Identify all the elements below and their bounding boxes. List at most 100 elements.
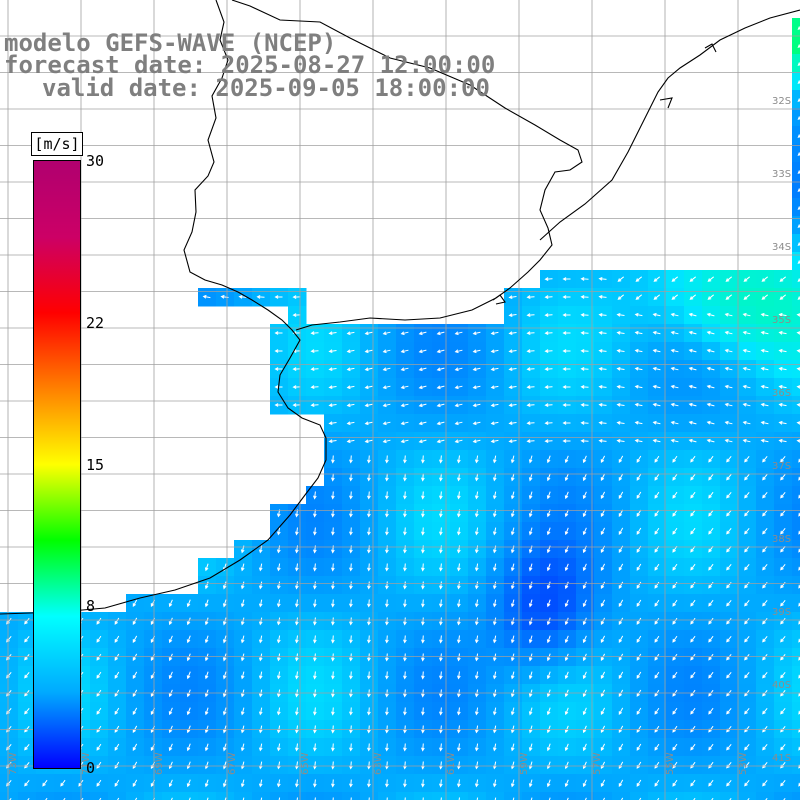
wind-arrow	[295, 761, 299, 770]
wind-arrow	[474, 599, 479, 608]
wind-arrow	[472, 349, 481, 354]
wind-arrow	[474, 563, 479, 572]
wind-arrow	[598, 313, 607, 317]
wind-arrow	[186, 671, 191, 680]
speed-cell	[324, 792, 343, 800]
wind-arrow	[617, 294, 625, 300]
wind-arrow	[564, 653, 569, 662]
speed-cell	[594, 792, 613, 800]
wind-arrow	[364, 367, 373, 372]
speed-cell	[792, 432, 800, 451]
latitude-label: 32S	[772, 96, 791, 107]
wind-arrow	[440, 797, 442, 800]
wind-arrow	[688, 420, 697, 425]
wind-arrow	[439, 653, 443, 662]
wind-arrow	[385, 743, 389, 752]
wind-arrow	[654, 563, 660, 571]
wind-arrow	[726, 473, 732, 481]
wind-arrow	[474, 653, 479, 662]
wind-arrow	[295, 581, 299, 590]
wind-arrow	[778, 420, 787, 425]
wind-arrow	[204, 617, 209, 626]
wind-arrow	[492, 455, 497, 464]
wind-arrow	[582, 707, 587, 716]
wind-arrow	[385, 491, 389, 500]
wind-arrow	[476, 797, 479, 800]
wind-arrow	[276, 617, 281, 626]
wind-arrow	[546, 599, 551, 608]
wind-arrow	[616, 349, 625, 353]
wind-arrow	[582, 473, 587, 482]
wind-arrow	[134, 797, 138, 800]
speed-cell	[234, 792, 253, 800]
wind-arrow	[349, 779, 353, 788]
wind-arrow	[292, 313, 301, 317]
wind-arrow	[616, 331, 625, 335]
wind-arrow	[274, 295, 283, 299]
wind-arrow	[582, 563, 587, 572]
wind-arrow	[636, 599, 642, 607]
wind-arrow	[600, 635, 606, 644]
wind-arrow	[671, 294, 679, 300]
wind-arrow	[367, 725, 371, 734]
wind-arrow	[385, 581, 389, 590]
wind-arrow	[114, 725, 120, 733]
wind-arrow	[510, 635, 515, 644]
speed-cell	[792, 504, 800, 523]
wind-arrow	[313, 653, 317, 662]
wind-arrow	[580, 295, 589, 299]
wind-arrow	[508, 367, 517, 371]
wind-arrow	[274, 349, 283, 353]
wind-arrow	[457, 743, 461, 752]
speed-cell	[792, 576, 800, 595]
wind-arrow	[546, 491, 551, 500]
wind-arrow	[114, 617, 120, 625]
wind-arrow	[635, 276, 643, 282]
wind-arrow	[331, 671, 335, 680]
wind-arrow	[654, 617, 660, 625]
wind-arrow	[6, 635, 12, 643]
wind-arrow	[744, 707, 750, 715]
wind-arrow	[24, 779, 30, 787]
wind-arrow	[240, 653, 245, 662]
wind-arrow	[242, 797, 245, 800]
wind-arrow	[436, 421, 445, 426]
wind-arrow	[331, 563, 335, 572]
wind-arrow	[367, 671, 371, 680]
wind-arrow	[24, 707, 30, 715]
wind-arrow	[510, 761, 515, 770]
wind-arrow	[690, 455, 696, 463]
wind-arrow	[132, 779, 138, 788]
wind-arrow	[688, 402, 697, 407]
wind-arrow	[454, 367, 463, 372]
speed-cell	[432, 792, 451, 800]
wind-arrow	[346, 403, 355, 408]
wind-arrow	[276, 743, 281, 752]
wind-arrow	[510, 563, 515, 572]
wind-arrow	[510, 653, 515, 662]
wind-arrow	[403, 707, 407, 716]
coastline-path	[0, 0, 800, 615]
wind-arrow	[600, 725, 606, 734]
wind-arrow	[797, 206, 800, 210]
wind-arrow	[472, 367, 481, 372]
wind-arrow	[544, 349, 553, 353]
wind-arrow	[546, 635, 551, 644]
wind-arrow	[258, 743, 263, 752]
wind-arrow	[726, 563, 732, 571]
wind-arrow	[260, 797, 263, 800]
wind-arrow	[364, 421, 373, 426]
wind-arrow	[42, 779, 48, 787]
wind-arrow	[206, 797, 209, 800]
wind-arrow	[458, 797, 460, 800]
wind-arrow	[490, 439, 499, 444]
wind-arrow	[349, 671, 353, 680]
wind-arrow	[457, 725, 461, 734]
wind-arrow	[760, 348, 769, 353]
wind-arrow	[636, 725, 642, 733]
speed-cell	[792, 630, 800, 649]
wind-arrow	[654, 455, 660, 463]
latitude-label: 35S	[772, 315, 791, 326]
wind-arrow	[708, 491, 714, 499]
wind-arrow	[582, 527, 587, 536]
